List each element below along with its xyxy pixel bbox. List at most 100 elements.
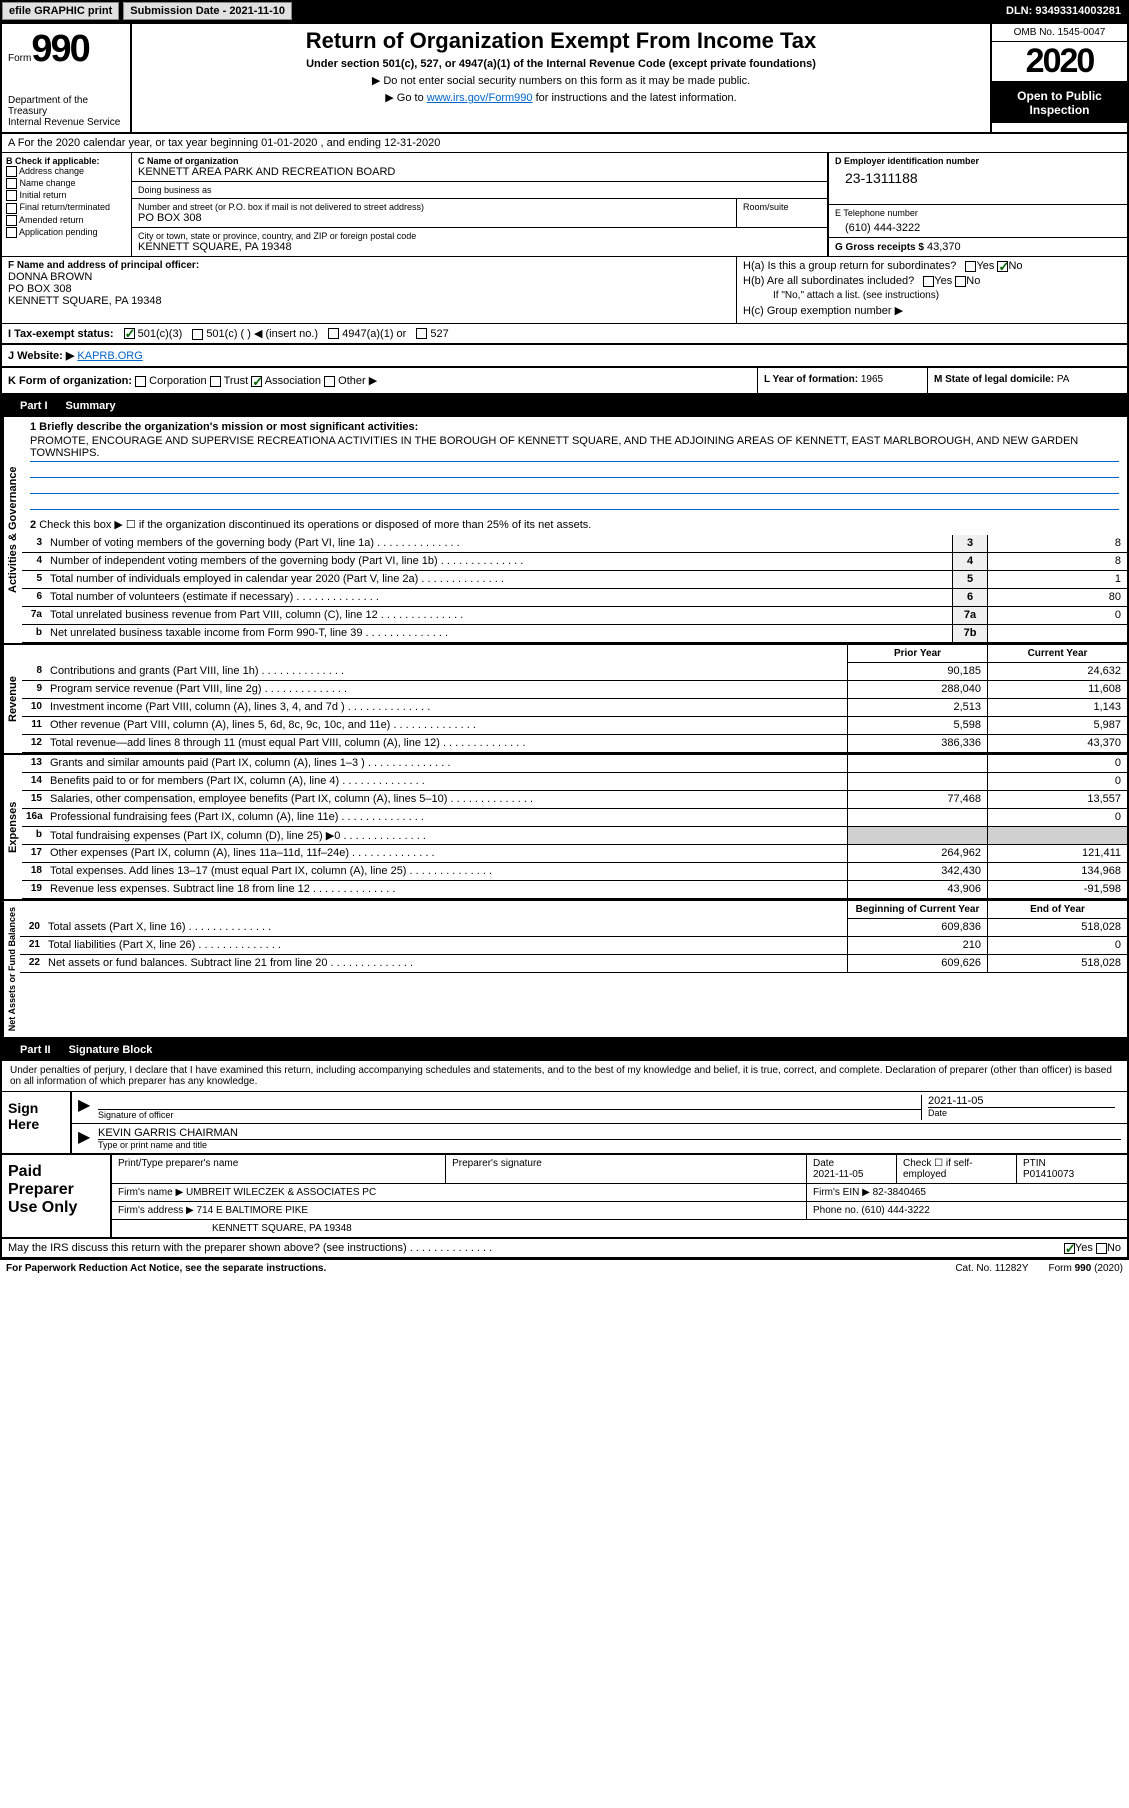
prep-sig-label: Preparer's signature <box>446 1155 807 1183</box>
expenses-label: Expenses <box>2 755 22 899</box>
dba-label: Doing business as <box>138 185 821 195</box>
chk-final[interactable]: Final return/terminated <box>6 202 127 213</box>
street-value: PO BOX 308 <box>138 212 730 224</box>
prep-phone-value: (610) 444-3222 <box>861 1205 929 1216</box>
sign-here-label: Sign Here <box>2 1092 72 1153</box>
discuss-yes: Yes <box>1075 1242 1093 1254</box>
hb-no: No <box>966 275 980 287</box>
part2-title: Signature Block <box>69 1044 153 1056</box>
discuss-no: No <box>1107 1242 1121 1254</box>
discuss-row: May the IRS discuss this return with the… <box>2 1239 1127 1257</box>
table-row: 9Program service revenue (Part VIII, lin… <box>22 681 1127 699</box>
governance-section: Activities & Governance 1 Briefly descri… <box>2 417 1127 645</box>
chk-initial[interactable]: Initial return <box>6 190 127 201</box>
officer-name-row: ▶ KEVIN GARRIS CHAIRMAN Type or print na… <box>72 1124 1127 1153</box>
officer-city: KENNETT SQUARE, PA 19348 <box>8 295 730 307</box>
hb-line: H(b) Are all subordinates included? Yes … <box>743 275 1121 287</box>
ha-yes: Yes <box>976 260 994 272</box>
ein-label: D Employer identification number <box>835 156 1121 166</box>
prep-date-label: Date <box>813 1158 890 1169</box>
opt-assoc: Association <box>265 375 321 387</box>
sig-declaration: Under penalties of perjury, I declare th… <box>2 1061 1127 1092</box>
firm-name-value: UMBREIT WILECZEK & ASSOCIATES PC <box>186 1187 376 1198</box>
line1-label: 1 Briefly describe the organization's mi… <box>30 421 1119 433</box>
chk-name-label: Name change <box>20 178 76 188</box>
firm-name-label: Firm's name ▶ <box>118 1187 183 1198</box>
eoy-head: End of Year <box>987 901 1127 919</box>
room-suite: Room/suite <box>737 199 827 228</box>
chk-name[interactable]: Name change <box>6 178 127 189</box>
officer-printed-name: KEVIN GARRIS CHAIRMAN <box>98 1127 1121 1139</box>
form990-link[interactable]: www.irs.gov/Form990 <box>427 92 533 104</box>
opt-501c: 501(c) ( ) ◀ (insert no.) <box>206 328 318 340</box>
mission-blank-2 <box>30 478 1119 494</box>
chk-501c[interactable]: 501(c) ( ) ◀ (insert no.) <box>192 327 318 340</box>
mission-blank-1 <box>30 462 1119 478</box>
table-row: 14Benefits paid to or for members (Part … <box>22 773 1127 791</box>
year-formation-label: L Year of formation: <box>764 374 858 385</box>
officer-sig-row: ▶ Signature of officer 2021-11-05 Date <box>72 1092 1127 1124</box>
hb-yes: Yes <box>934 275 952 287</box>
org-name: KENNETT AREA PARK AND RECREATION BOARD <box>138 166 821 178</box>
arrow-icon: ▶ <box>78 1095 98 1120</box>
expenses-section: Expenses 13Grants and similar amounts pa… <box>2 755 1127 901</box>
prep-phone-label: Phone no. <box>813 1205 859 1216</box>
chk-pending[interactable]: Application pending <box>6 227 127 238</box>
opt-corp: Corporation <box>149 375 206 387</box>
org-name-box: C Name of organization KENNETT AREA PARK… <box>132 153 827 182</box>
table-row: 17Other expenses (Part IX, column (A), l… <box>22 845 1127 863</box>
table-row: 21Total liabilities (Part X, line 26)210… <box>20 937 1127 955</box>
city-value: KENNETT SQUARE, PA 19348 <box>138 241 821 253</box>
receipts-value: 43,370 <box>927 241 961 253</box>
header-right: OMB No. 1545-0047 2020 Open to Public In… <box>992 24 1127 132</box>
hb-note: If "No," attach a list. (see instruction… <box>773 290 1121 301</box>
table-row: 10Investment income (Part VIII, column (… <box>22 699 1127 717</box>
table-row: 11Other revenue (Part VIII, column (A), … <box>22 717 1127 735</box>
officer-name: DONNA BROWN <box>8 271 730 283</box>
prior-year-head: Prior Year <box>847 645 987 663</box>
efile-btn[interactable]: efile GRAPHIC print <box>2 2 119 20</box>
current-year-head: Current Year <box>987 645 1127 663</box>
phone-box: E Telephone number (610) 444-3222 <box>829 204 1127 237</box>
part1-label: Part I <box>10 398 58 414</box>
opt-other: Other ▶ <box>338 375 377 387</box>
mission-blank-3 <box>30 494 1119 510</box>
klm-row: K Form of organization: Corporation Trus… <box>2 368 1127 395</box>
discuss-label: May the IRS discuss this return with the… <box>8 1242 1064 1254</box>
chk-527[interactable]: 527 <box>416 328 448 340</box>
sign-here-row: Sign Here ▶ Signature of officer 2021-11… <box>2 1092 1127 1155</box>
instr2-pre: ▶ Go to <box>385 92 426 104</box>
section-l: L Year of formation: 1965 <box>757 368 927 393</box>
footer-notice: For Paperwork Reduction Act Notice, see … <box>6 1263 935 1274</box>
chk-4947[interactable]: 4947(a)(1) or <box>328 328 406 340</box>
submission-date-btn[interactable]: Submission Date - 2021-11-10 <box>123 2 292 20</box>
revenue-col-header: Prior Year Current Year <box>22 645 1127 663</box>
part2-label: Part II <box>10 1042 61 1058</box>
header-left: Form 990 Department of the Treasury Inte… <box>2 24 132 132</box>
hb-label: H(b) Are all subordinates included? <box>743 275 914 287</box>
header-center: Return of Organization Exempt From Incom… <box>132 24 992 132</box>
firm-ein-label: Firm's EIN ▶ <box>813 1187 870 1198</box>
table-row: 19Revenue less expenses. Subtract line 1… <box>22 881 1127 899</box>
chk-501c3[interactable]: 501(c)(3) <box>124 328 183 340</box>
part2-header: Part II Signature Block <box>2 1039 1127 1061</box>
section-j: J Website: ▶ KAPRB.ORG <box>2 345 1127 368</box>
street-box: Number and street (or P.O. box if mail i… <box>132 199 737 228</box>
website-link[interactable]: KAPRB.ORG <box>77 350 142 362</box>
line2: 2 Check this box ▶ ☐ if the organization… <box>22 514 1127 535</box>
dln-label: DLN: 93493314003281 <box>1006 5 1127 17</box>
sig-date-value: 2021-11-05 <box>928 1095 1115 1107</box>
table-row: 7aTotal unrelated business revenue from … <box>22 607 1127 625</box>
table-row: bTotal fundraising expenses (Part IX, co… <box>22 827 1127 845</box>
chk-amended[interactable]: Amended return <box>6 215 127 226</box>
chk-address[interactable]: Address change <box>6 166 127 177</box>
footer-row: For Paperwork Reduction Act Notice, see … <box>0 1259 1129 1277</box>
dept-label: Department of the Treasury Internal Reve… <box>8 95 124 128</box>
top-bar: efile GRAPHIC print Submission Date - 20… <box>0 0 1129 22</box>
prep-date-value: 2021-11-05 <box>813 1169 890 1180</box>
ein-box: D Employer identification number 23-1311… <box>829 153 1127 204</box>
section-i-label: I Tax-exempt status: <box>8 328 114 340</box>
officer-street: PO BOX 308 <box>8 283 730 295</box>
website-label: J Website: ▶ <box>8 350 74 362</box>
ha-label: H(a) Is this a group return for subordin… <box>743 260 956 272</box>
